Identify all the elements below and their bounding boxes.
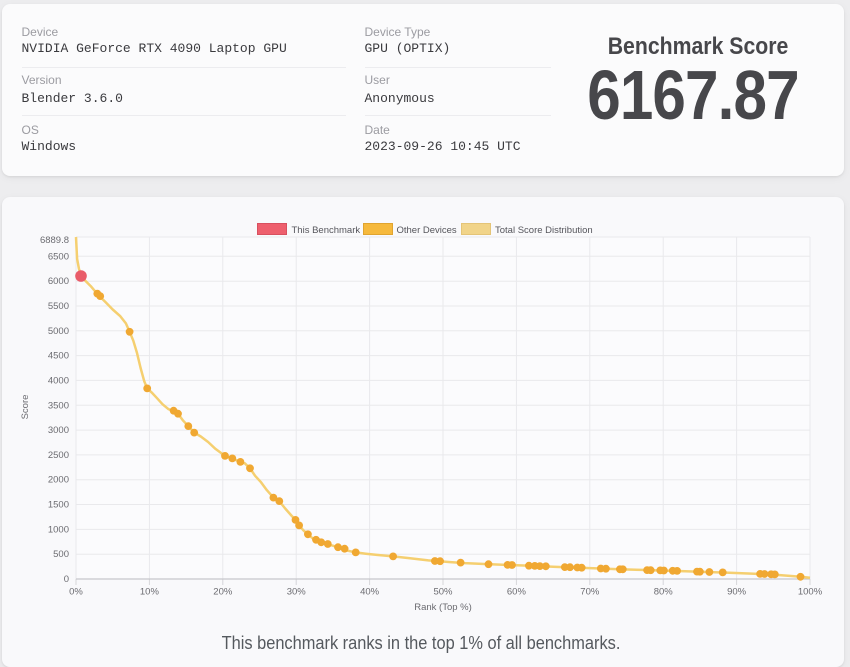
svg-text:4500: 4500 (48, 351, 69, 362)
svg-text:90%: 90% (727, 587, 747, 598)
svg-text:10%: 10% (140, 587, 160, 598)
svg-text:0%: 0% (69, 587, 83, 598)
svg-text:6000: 6000 (48, 276, 69, 287)
svg-text:4000: 4000 (48, 375, 69, 386)
svg-text:80%: 80% (654, 587, 674, 598)
svg-text:Rank (Top %): Rank (Top %) (414, 602, 472, 613)
svg-text:60%: 60% (507, 587, 527, 598)
svg-text:3500: 3500 (48, 400, 69, 411)
svg-text:3000: 3000 (48, 425, 69, 436)
svg-text:6889.8: 6889.8 (40, 235, 69, 246)
svg-text:100%: 100% (798, 587, 823, 598)
svg-text:40%: 40% (360, 587, 380, 598)
svg-text:20%: 20% (213, 587, 233, 598)
svg-text:2500: 2500 (48, 450, 69, 461)
svg-text:0: 0 (64, 574, 69, 585)
svg-text:6500: 6500 (48, 251, 69, 262)
svg-text:1000: 1000 (48, 524, 69, 535)
svg-text:500: 500 (53, 549, 69, 560)
svg-text:50%: 50% (433, 587, 453, 598)
svg-text:70%: 70% (580, 587, 600, 598)
svg-text:2000: 2000 (48, 475, 69, 486)
svg-text:5000: 5000 (48, 326, 69, 337)
svg-text:Score: Score (20, 395, 31, 420)
svg-text:30%: 30% (287, 587, 307, 598)
svg-text:5500: 5500 (48, 301, 69, 312)
svg-text:1500: 1500 (48, 500, 69, 511)
